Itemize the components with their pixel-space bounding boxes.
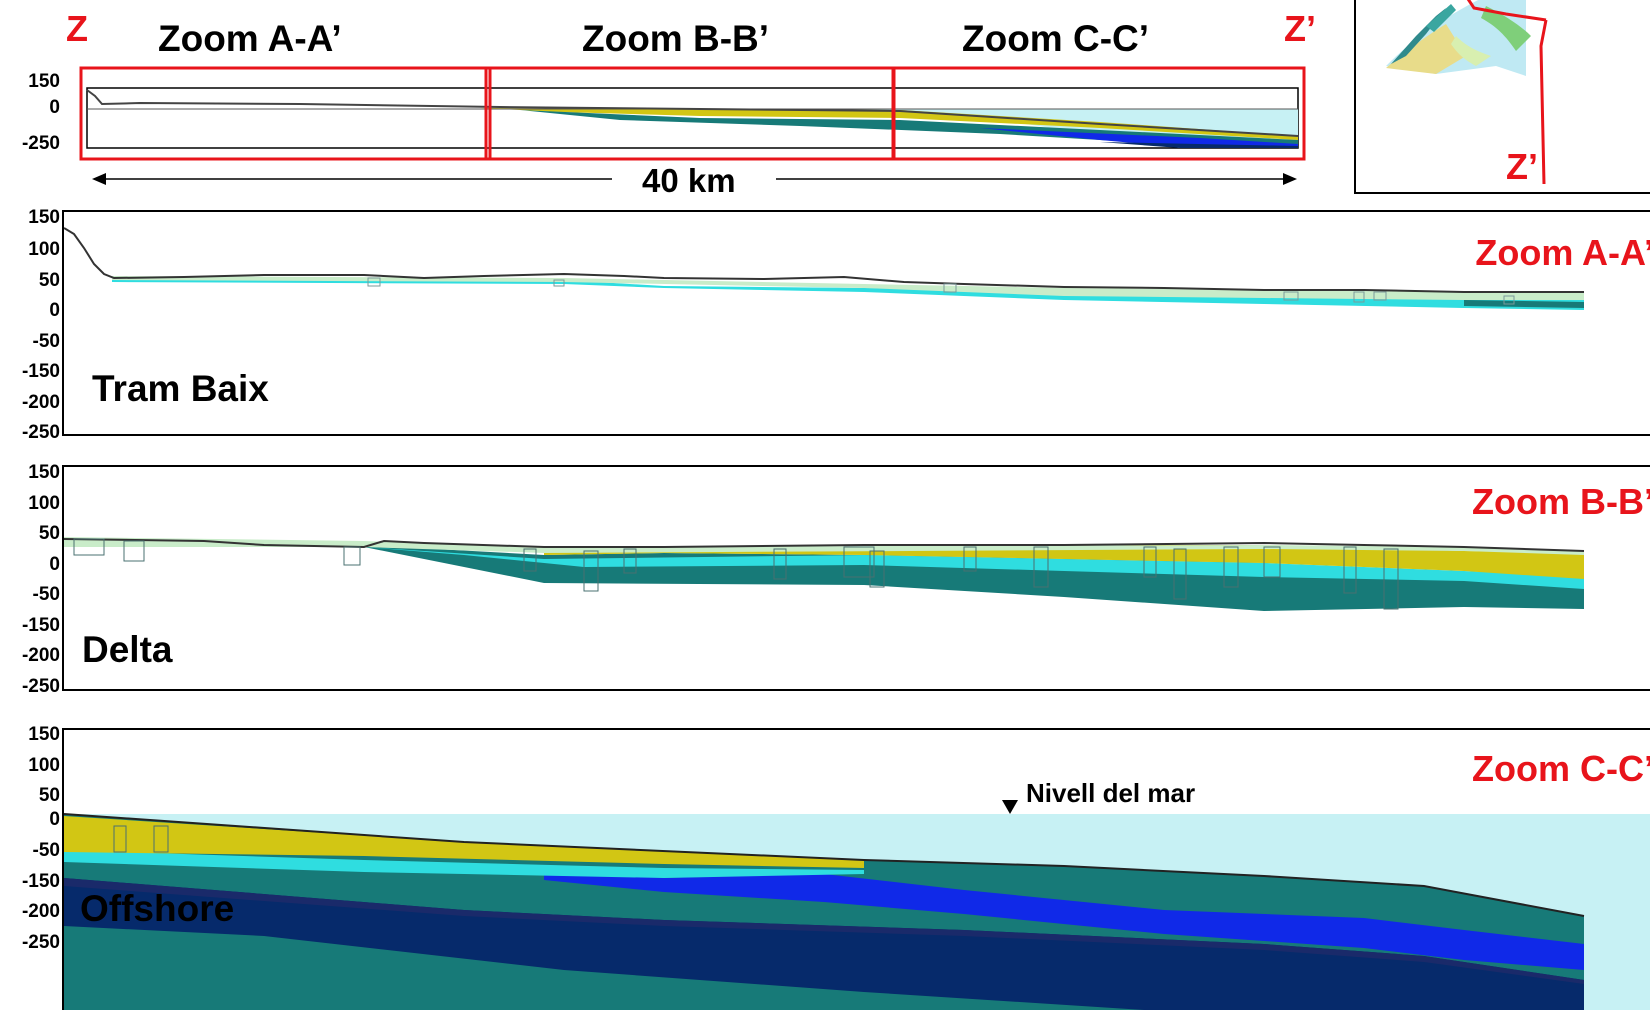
panel1-tick: -200 [21,392,60,413]
panel1-tick: -150 [21,361,60,382]
panel1-tick: 50 [38,270,60,291]
inset-map: Z’ [1354,0,1650,194]
panel3-tick: -150 [21,871,60,892]
panel3-zoom-label: Zoom C-C’ [1472,748,1650,789]
panel3-title: Offshore [80,888,235,929]
panel1-tick: -50 [32,331,60,352]
overview-tick-150: 150 [28,71,60,92]
panel2-frame: Zoom B-B’ Delta [62,465,1650,691]
panel2-tick: 50 [38,523,60,544]
panel3-tick: 50 [38,785,60,806]
panel3-tick: -50 [32,840,60,861]
panel1-tick: 100 [28,239,60,260]
panel3-tick: -250 [21,932,60,953]
left-end-label: Z [66,8,88,49]
panel2-tick: 100 [28,493,60,514]
panel3-tick: 150 [28,724,60,745]
panel2-tick: -200 [21,645,60,666]
panel1-tick: 0 [49,300,60,321]
zoom-a-title: Zoom A-A’ [158,18,342,59]
panel3-tick: 100 [28,755,60,776]
zoom-b-title: Zoom B-B’ [582,18,770,59]
zoom-c-title: Zoom C-C’ [962,18,1150,59]
panel1-zoom-label: Zoom A-A’ [1475,232,1650,273]
right-end-label: Z’ [1284,8,1316,49]
panel2-tick: 150 [28,462,60,483]
panel2-title: Delta [82,629,173,670]
panel1-title: Tram Baix [92,368,269,409]
overview-tick-neg250: -250 [21,133,60,154]
panel2-tick: -250 [21,676,60,697]
overview-tick-0: 0 [49,97,60,118]
panel1-tick: 150 [28,207,60,228]
overview-profile [79,66,1306,185]
panel3-tick: 0 [49,809,60,830]
panel2-zoom-label: Zoom B-B’ [1472,481,1650,522]
panel2-tick: -150 [21,615,60,636]
sea-level-annotation: Nivell del mar [1026,778,1196,808]
panel1-frame: Zoom A-A’ Tram Baix [62,210,1650,436]
scale-bar-label: 40 km [642,162,736,199]
inset-map-end-label: Z’ [1506,146,1538,187]
panel2-tick: -50 [32,584,60,605]
panel3-tick: -200 [21,901,60,922]
panel2-tick: 0 [49,554,60,575]
panel3-frame: Zoom C-C’ Nivell del mar Offshore [62,728,1650,1010]
panel1-tick: -250 [21,422,60,443]
